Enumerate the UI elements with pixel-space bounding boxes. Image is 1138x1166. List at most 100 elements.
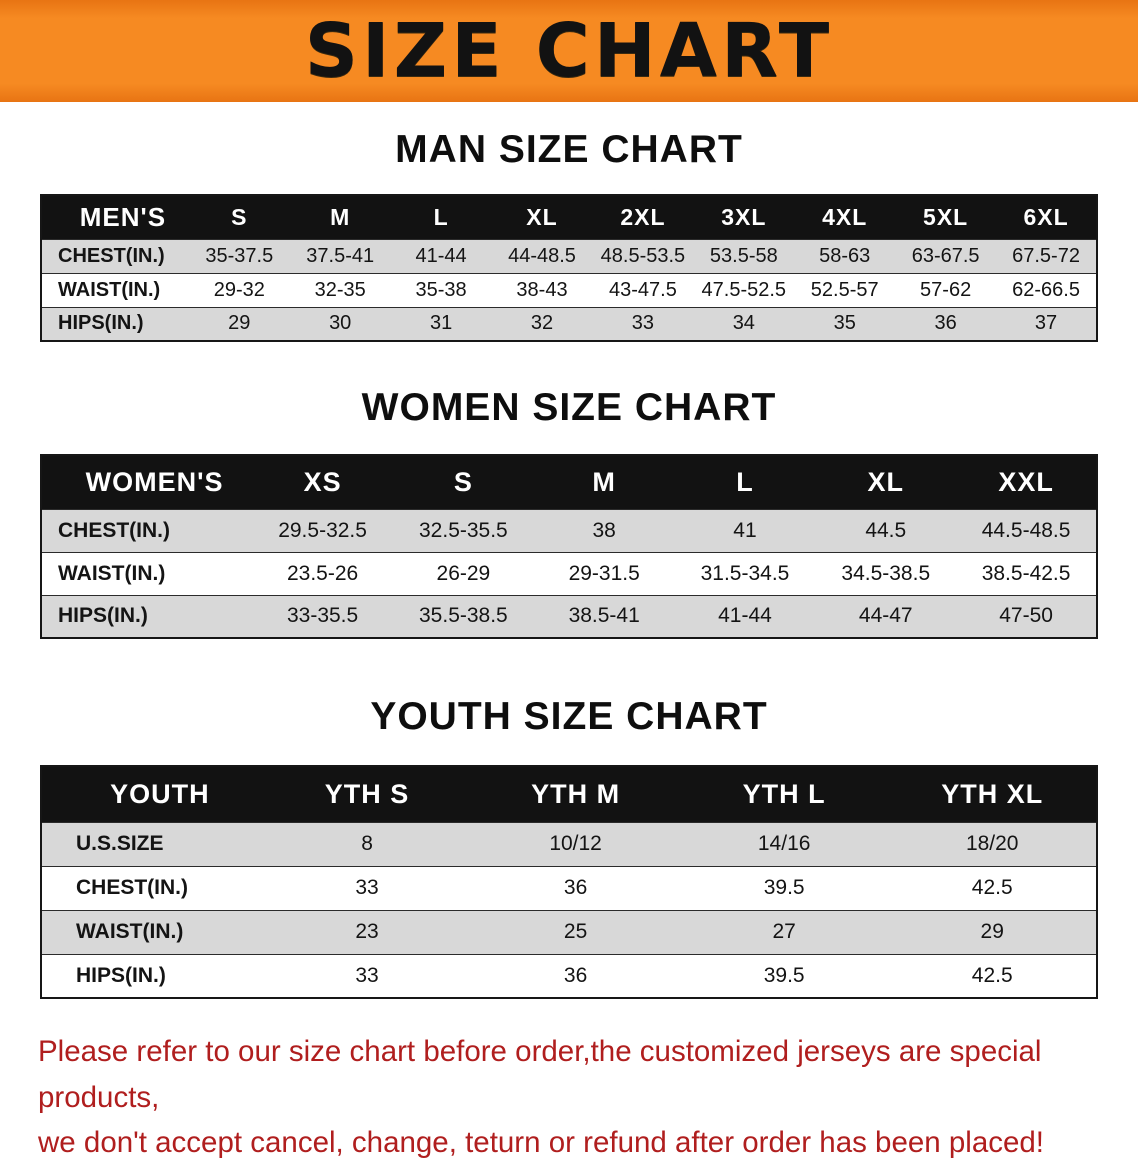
table-row: WAIST(IN.) 23 25 27 29 xyxy=(41,909,1097,954)
table-title-cell: WOMEN'S xyxy=(41,455,253,509)
size-value: 38 xyxy=(533,508,675,552)
page-title: SIZE CHART xyxy=(304,8,834,94)
size-value: 27 xyxy=(679,909,889,954)
size-column-header: YTH XL xyxy=(888,766,1097,822)
size-value: 23 xyxy=(262,909,472,954)
table-header-row: WOMEN'S XS S M L XL XXL xyxy=(41,455,1097,509)
size-value: 36 xyxy=(895,306,997,341)
youth-section-heading: YOUTH SIZE CHART xyxy=(370,695,768,738)
size-value: 36 xyxy=(471,865,680,910)
size-value: 35-37.5 xyxy=(188,238,290,273)
size-value: 34.5-38.5 xyxy=(815,551,957,595)
man-size-table: MEN'S S M L XL 2XL 3XL 4XL 5XL 6XL CHEST(IN.) 35-37… xyxy=(40,194,1098,342)
row-label: WAIST(IN.) xyxy=(41,551,253,595)
size-value: 37 xyxy=(996,306,1097,341)
size-table: WOMEN'S XS S M L XL XXL CHEST(IN.) 29.5-32.5 32.5… xyxy=(40,454,1098,639)
size-value: 41 xyxy=(674,508,816,552)
table-row: CHEST(IN.) 29.5-32.5 32.5-35.5 38 41 44.5 44.5… xyxy=(41,508,1097,552)
size-value: 37.5-41 xyxy=(289,238,391,273)
row-label: U.S.SIZE xyxy=(41,821,263,866)
size-column-header: XS xyxy=(252,455,393,509)
size-value: 39.5 xyxy=(679,865,889,910)
size-column-header: 3XL xyxy=(693,195,795,239)
row-label: WAIST(IN.) xyxy=(41,909,263,954)
size-value: 32 xyxy=(491,306,593,341)
size-column-header: M xyxy=(533,455,675,509)
size-value: 29-31.5 xyxy=(533,551,675,595)
disclaimer-line-1: Please refer to our size chart before or… xyxy=(38,1035,1042,1114)
size-column-header: YTH S xyxy=(262,766,472,822)
size-value: 47.5-52.5 xyxy=(693,272,795,307)
banner: SIZE CHART xyxy=(0,0,1138,102)
size-value: 67.5-72 xyxy=(996,238,1097,273)
size-value: 58-63 xyxy=(794,238,896,273)
table-row: WAIST(IN.) 23.5-26 26-29 29-31.5 31.5-34.5 34… xyxy=(41,551,1097,595)
table-row: U.S.SIZE 8 10/12 14/16 18/20 xyxy=(41,821,1097,866)
row-label: HIPS(IN.) xyxy=(41,306,189,341)
table-row: HIPS(IN.) 33-35.5 35.5-38.5 38.5-41 41-44 44-… xyxy=(41,594,1097,638)
size-value: 10/12 xyxy=(471,821,680,866)
women-size-section: WOMEN SIZE CHART WOMEN'S XS S M L XL XXL CHEST(… xyxy=(0,386,1138,639)
disclaimer-note: Please refer to our size chart before or… xyxy=(38,1029,1120,1166)
table-row: CHEST(IN.) 33 36 39.5 42.5 xyxy=(41,865,1097,910)
table-row: HIPS(IN.) 33 36 39.5 42.5 xyxy=(41,953,1097,998)
size-value: 44.5 xyxy=(815,508,957,552)
size-column-header: 2XL xyxy=(592,195,694,239)
size-column-header: XL xyxy=(491,195,593,239)
size-column-header: XL xyxy=(815,455,957,509)
youth-size-table: YOUTH YTH S YTH M YTH L YTH XL U.S.SIZE 8 10/12… xyxy=(40,765,1098,999)
size-column-header: M xyxy=(289,195,391,239)
man-size-section: MAN SIZE CHART MEN'S S M L XL 2XL 3XL 4XL 5XL 6XL… xyxy=(0,128,1138,342)
size-value: 47-50 xyxy=(956,594,1097,638)
size-value: 35 xyxy=(794,306,896,341)
row-label: CHEST(IN.) xyxy=(41,865,263,910)
size-value: 18/20 xyxy=(888,821,1097,866)
size-value: 44-48.5 xyxy=(491,238,593,273)
size-value: 32.5-35.5 xyxy=(392,508,534,552)
women-section-heading: WOMEN SIZE CHART xyxy=(361,386,777,429)
size-value: 57-62 xyxy=(895,272,997,307)
size-value: 44.5-48.5 xyxy=(956,508,1097,552)
size-value: 63-67.5 xyxy=(895,238,997,273)
size-value: 42.5 xyxy=(888,865,1097,910)
disclaimer-line-2: we don't accept cancel, change, teturn o… xyxy=(38,1126,1044,1160)
size-value: 38-43 xyxy=(491,272,593,307)
youth-size-section: YOUTH SIZE CHART YOUTH YTH S YTH M YTH L YTH… xyxy=(0,695,1138,999)
size-column-header: 6XL xyxy=(996,195,1097,239)
size-value: 38.5-41 xyxy=(533,594,675,638)
size-value: 31 xyxy=(390,306,492,341)
size-column-header: YTH L xyxy=(679,766,889,822)
row-label: CHEST(IN.) xyxy=(41,508,253,552)
table-title-cell: MEN'S xyxy=(41,195,189,239)
table-header-row: MEN'S S M L XL 2XL 3XL 4XL 5XL 6XL xyxy=(41,195,1097,239)
size-value: 31.5-34.5 xyxy=(674,551,816,595)
size-value: 52.5-57 xyxy=(794,272,896,307)
size-column-header: YTH M xyxy=(471,766,680,822)
size-value: 32-35 xyxy=(289,272,391,307)
size-value: 29.5-32.5 xyxy=(252,508,393,552)
size-value: 33 xyxy=(262,953,472,998)
size-value: 39.5 xyxy=(679,953,889,998)
table-row: WAIST(IN.) 29-32 32-35 35-38 38-43 43-47.5 47.… xyxy=(41,272,1097,307)
row-label: WAIST(IN.) xyxy=(41,272,189,307)
size-column-header: S xyxy=(188,195,290,239)
size-value: 35-38 xyxy=(390,272,492,307)
size-value: 53.5-58 xyxy=(693,238,795,273)
size-value: 33-35.5 xyxy=(252,594,393,638)
size-value: 43-47.5 xyxy=(592,272,694,307)
size-value: 36 xyxy=(471,953,680,998)
size-value: 30 xyxy=(289,306,391,341)
size-value: 25 xyxy=(471,909,680,954)
size-value: 29 xyxy=(188,306,290,341)
size-value: 44-47 xyxy=(815,594,957,638)
row-label: HIPS(IN.) xyxy=(41,953,263,998)
size-value: 26-29 xyxy=(392,551,534,595)
size-value: 34 xyxy=(693,306,795,341)
size-value: 42.5 xyxy=(888,953,1097,998)
size-column-header: 5XL xyxy=(895,195,997,239)
size-table: YOUTH YTH S YTH M YTH L YTH XL U.S.SIZE 8 10/12… xyxy=(40,765,1098,999)
man-section-heading: MAN SIZE CHART xyxy=(395,128,743,171)
size-value: 35.5-38.5 xyxy=(392,594,534,638)
size-value: 33 xyxy=(262,865,472,910)
